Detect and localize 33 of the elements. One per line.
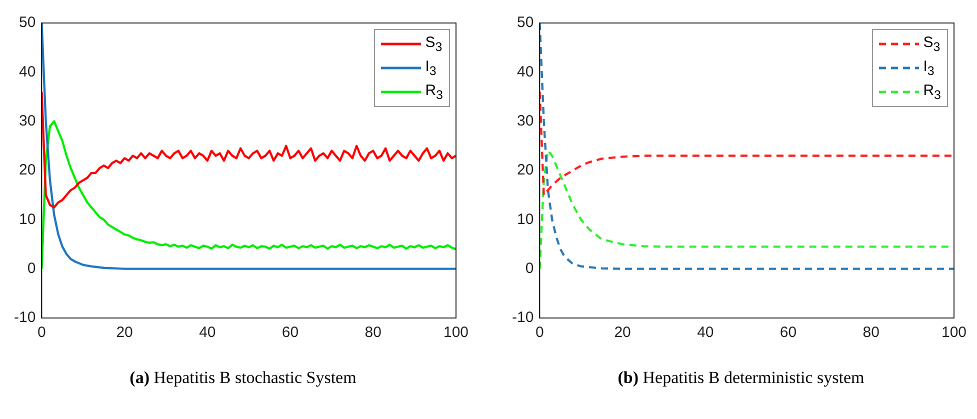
x-tick-label: 80 — [862, 324, 880, 342]
legend-label: S$_{3}$ — [425, 34, 442, 54]
y-tick-label: 0 — [525, 260, 534, 277]
x-tick-label: 40 — [199, 324, 216, 342]
y-tick-label: 50 — [516, 14, 534, 32]
x-tick-label: 20 — [116, 324, 133, 342]
y-tick-label: -10 — [14, 309, 36, 326]
legend-label: I$_{3}$ — [923, 58, 934, 78]
x-tick-label: 60 — [282, 324, 299, 342]
y-tick-label: 10 — [516, 210, 534, 228]
y-tick-label: 30 — [18, 112, 36, 130]
y-tick-label: 10 — [18, 210, 36, 228]
line-series — [540, 23, 954, 270]
y-tick-label: 20 — [516, 162, 534, 179]
y-tick-label: 40 — [516, 63, 534, 80]
x-tick-label: 100 — [443, 324, 469, 342]
x-tick-label: 80 — [364, 324, 382, 342]
text: (b) Hepatitis B deterministic system — [616, 368, 866, 388]
legend-label: S$_{3}$ — [923, 34, 940, 54]
text: (a) Hepatitis B stochastic System — [128, 368, 358, 388]
y-tick-label: 30 — [516, 112, 534, 130]
legend-label: R$_{3}$ — [425, 82, 443, 102]
y-tick-label: 20 — [18, 162, 36, 179]
y-tick-label: 0 — [27, 260, 36, 277]
x-tick-label: 100 — [941, 324, 967, 342]
y-tick-label: 50 — [18, 14, 36, 32]
x-tick-label: 20 — [614, 324, 631, 342]
x-tick-label: 60 — [780, 324, 797, 342]
y-tick-label: 40 — [18, 63, 36, 80]
legend-label: I$_{3}$ — [425, 58, 436, 78]
x-tick-label: 40 — [697, 324, 714, 342]
legend-label: R$_{3}$ — [923, 82, 941, 102]
y-tick-label: -10 — [512, 309, 534, 326]
